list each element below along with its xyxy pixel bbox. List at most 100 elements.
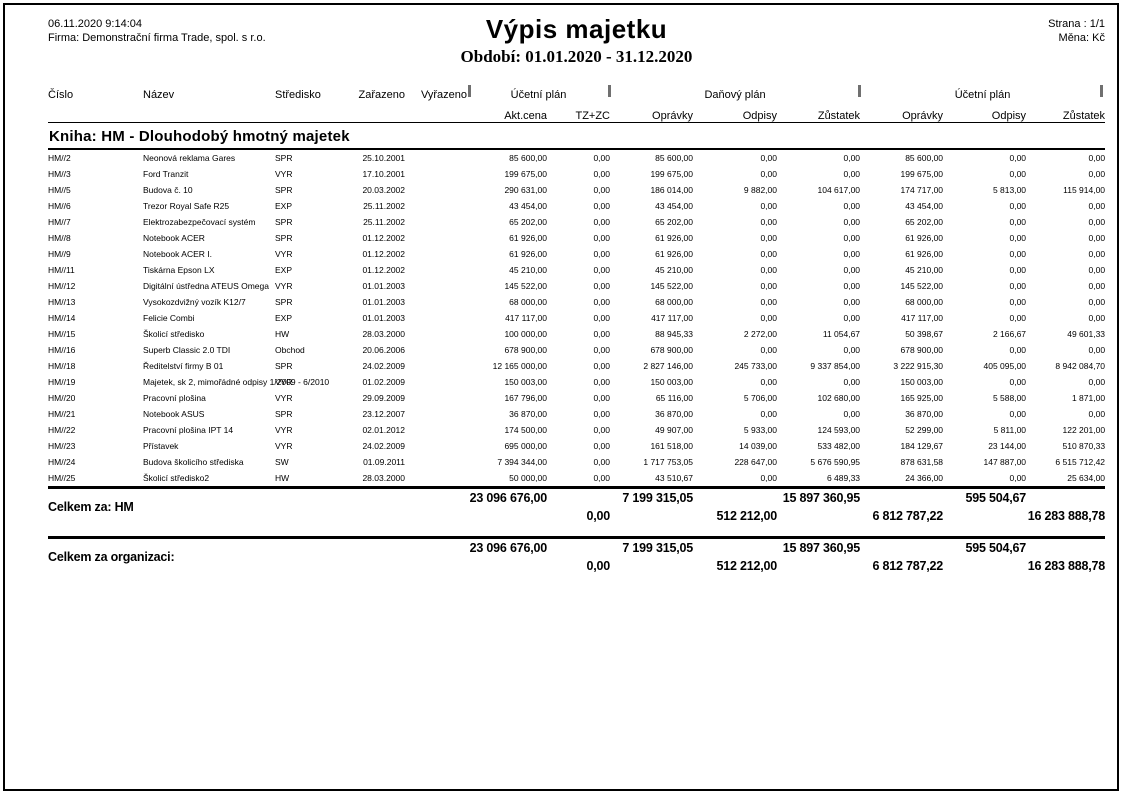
total-row: Celkem za: HM 23 096 676,00 7 199 315,05 15… [48, 486, 1106, 525]
cell-zarazeno: 17.10.2001 [362, 168, 405, 179]
column-separator-bar [1100, 85, 1104, 97]
cell-stredisko: SPR [275, 408, 293, 419]
cell-value: 0,00 [593, 296, 610, 307]
cell-value: 0,00 [1088, 312, 1106, 323]
cell-value: 6 489,33 [826, 472, 861, 483]
cell-stredisko: SPR [275, 232, 293, 243]
asset-row: HM//5 Budova č. 10 SPR 20.03.2002 290 631,00… [48, 182, 1105, 198]
total-value [777, 557, 860, 575]
asset-row: HM//25 Školicí středisko2 HW 28.03.2000 50 0… [48, 470, 1105, 488]
currency-label: Měna: Kč [1058, 32, 1105, 44]
cell-zarazeno: 28.03.2000 [362, 472, 405, 483]
cell-vyrazeno [405, 326, 467, 342]
asset-row: HM//11 Tiskárna Epson LX EXP 01.12.2002 45 2… [48, 262, 1105, 278]
cell-value: 5 933,00 [743, 424, 777, 435]
cell-value: 49 907,00 [655, 424, 693, 435]
cell-value: 0,00 [1088, 168, 1106, 179]
cell-value: 14 039,00 [739, 440, 777, 451]
cell-value: 0,00 [1009, 216, 1027, 227]
cell-value: 405 095,00 [983, 360, 1027, 371]
cell-value: 199 675,00 [504, 168, 547, 179]
cell-value: 0,00 [760, 200, 777, 211]
cell-value: 0,00 [1088, 408, 1106, 419]
total-value: 512 212,00 [716, 559, 777, 573]
cell-value: 50 000,00 [509, 472, 547, 483]
cell-stredisko: SPR [275, 152, 293, 163]
cell-value: 49 601,33 [1067, 328, 1106, 339]
cell-nazev: Vysokozdvižný vozík K12/7 [143, 296, 246, 307]
total-value [693, 536, 777, 557]
col-header-nazev: Název [143, 89, 175, 101]
cell-cislo: HM//19 [48, 376, 76, 387]
asset-row: HM//14 Felicie Combi EXP 01.01.2003 417 117,… [48, 310, 1105, 326]
cell-value: 68 000,00 [509, 296, 547, 307]
asset-row: HM//20 Pracovní plošina VYR 29.09.2009 167 7… [48, 390, 1105, 406]
total-value [693, 486, 777, 507]
cell-value: 61 926,00 [905, 232, 944, 243]
section-heading-row: Kniha: HM - Dlouhodobý hmotný majetek [48, 122, 1106, 150]
cell-value: 0,00 [593, 232, 610, 243]
cell-value: 165 925,00 [900, 392, 944, 403]
cell-value: 45 210,00 [509, 264, 547, 275]
cell-value: 102 680,00 [817, 392, 861, 403]
cell-value: 23 144,00 [988, 440, 1027, 451]
cell-nazev: Ředitelství firmy B 01 [143, 360, 224, 371]
cell-nazev: Elektrozabezpečovací systém [143, 216, 256, 227]
cell-value: 0,00 [593, 168, 610, 179]
cell-value: 0,00 [760, 152, 777, 163]
cell-vyrazeno [405, 374, 467, 390]
asset-row: HM//23 Přístavek VYR 24.02.2009 695 000,00 0,… [48, 438, 1105, 454]
total-value [860, 536, 944, 557]
cell-nazev: Digitální ústředna ATEUS Omega [143, 280, 269, 291]
cell-value: 678 900,00 [504, 344, 547, 355]
cell-vyrazeno [405, 390, 467, 406]
cell-value: 5 588,00 [992, 392, 1027, 403]
cell-value: 5 676 590,95 [810, 456, 861, 467]
cell-cislo: HM//24 [48, 456, 76, 467]
report-meta-right: Strana : 1/1 Měna: Kč [1048, 17, 1105, 45]
cell-value: 0,00 [1009, 264, 1027, 275]
cell-value: 0,00 [593, 472, 610, 483]
total-value: 512 212,00 [716, 509, 777, 523]
cell-value: 2 827 146,00 [643, 360, 693, 371]
cell-value: 100 000,00 [504, 328, 547, 339]
cell-stredisko: EXP [275, 264, 293, 275]
cell-nazev: Felicie Combi [143, 312, 195, 323]
total-value [860, 486, 944, 507]
column-separator-bar [608, 85, 611, 97]
section-title: Kniha: HM - Dlouhodobý hmotný majetek [48, 122, 1106, 150]
cell-value: 36 870,00 [509, 408, 547, 419]
cell-value: 184 129,67 [900, 440, 944, 451]
cell-nazev: Majetek, sk 2, mimořádné odpisy 1/2009 -… [143, 376, 330, 387]
asset-row: HM//15 Školicí středisko HW 28.03.2000 100 0… [48, 326, 1105, 342]
cell-stredisko: EXP [275, 312, 293, 323]
report-meta-left: 06.11.2020 9:14:04 Firma: Demonstrační f… [48, 17, 266, 45]
cell-zarazeno: 20.06.2006 [362, 344, 405, 355]
cell-zarazeno: 01.12.2002 [362, 248, 405, 259]
col-header-u-zustatek: Zůstatek [1026, 101, 1106, 123]
cell-nazev: Ford Tranzit [143, 168, 189, 179]
total-value: 0,00 [586, 509, 610, 523]
cell-value: 0,00 [843, 312, 861, 323]
asset-row: HM//16 Superb Classic 2.0 TDI Obchod 20.06.… [48, 342, 1105, 358]
cell-value: 65 116,00 [655, 392, 693, 403]
asset-table: Číslo Název Středisko Zařazeno Vyřazeno … [48, 80, 1105, 575]
cell-value: 0,00 [593, 152, 610, 163]
cell-stredisko: HW [275, 328, 290, 339]
cell-value: 1 717 753,05 [643, 456, 693, 467]
cell-vyrazeno [405, 470, 467, 488]
cell-zarazeno: 25.11.2002 [363, 216, 405, 227]
cell-zarazeno: 20.03.2002 [362, 184, 405, 195]
cell-value: 0,00 [593, 456, 610, 467]
cell-value: 0,00 [843, 280, 861, 291]
cell-value: 0,00 [1088, 376, 1106, 387]
cell-value: 0,00 [1009, 168, 1027, 179]
total-value [547, 486, 610, 507]
header-sub-row: Akt.cena TZ+ZC Oprávky Odpisy Zůstatek O… [48, 101, 1106, 123]
gap-cell [48, 525, 1105, 538]
asset-row: HM//13 Vysokozdvižný vozík K12/7 SPR 01.01.… [48, 294, 1105, 310]
cell-value: 174 500,00 [504, 424, 547, 435]
cell-value: 104 617,00 [817, 184, 861, 195]
cell-value: 0,00 [593, 344, 610, 355]
total-value: 16 283 888,78 [1027, 509, 1106, 523]
